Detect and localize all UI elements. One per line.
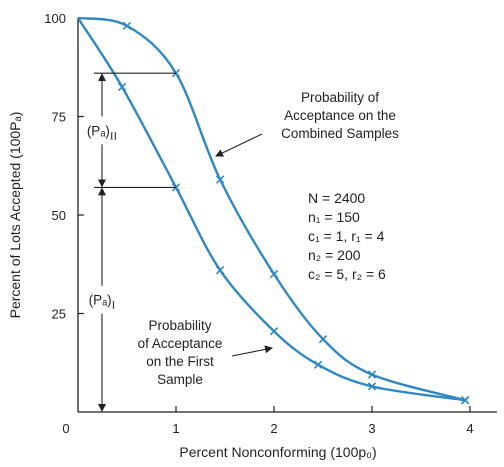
combined-pointer-arrow	[215, 133, 263, 157]
y-axis-label: Percent of Lots Accepted (100Pₐ)	[7, 112, 23, 319]
marker-combined	[215, 175, 225, 184]
pa-ii-label: (Pₐ)II	[87, 123, 118, 142]
marker-combined	[318, 334, 328, 344]
param-lot-size: N = 2400	[308, 190, 365, 206]
combined-samples-label: Probability of Acceptance on the Combine…	[215, 90, 399, 157]
first-label-line-3: on the First	[146, 354, 214, 369]
combined-label-line-1: Probability of	[301, 90, 379, 105]
first-label-line-2: of Acceptance	[138, 336, 223, 351]
param-n2: n₂ = 200	[308, 247, 361, 263]
first-pointer-arrow	[231, 345, 273, 357]
marker-first	[313, 360, 323, 369]
pa-i-label: (Pₐ)I	[89, 293, 116, 312]
param-c2-r2: c₂ = 5, r₂ = 6	[308, 266, 386, 282]
axis-ticks: 1 2 3 4 0 25 50 75 100	[44, 11, 473, 436]
marker-combined	[367, 370, 377, 379]
pa-brackets: (Pₐ)II (Pₐ)I	[87, 72, 176, 412]
first-sample-label: Probability of Acceptance on the First S…	[138, 318, 273, 387]
marker-first	[367, 382, 377, 391]
x-tick-label: 1	[172, 421, 179, 436]
x-axis-label: Percent Nonconforming (100p₀)	[179, 444, 376, 460]
marker-combined	[269, 269, 279, 279]
curve-first	[76, 17, 466, 402]
x-tick-label: 4	[466, 421, 473, 436]
marker-first	[117, 82, 127, 92]
param-c1-r1: c₁ = 1, r₁ = 4	[308, 228, 385, 244]
plot-frame	[77, 18, 497, 413]
x-tick-label: 0	[62, 421, 69, 436]
marker-first	[215, 265, 225, 275]
x-tick-label: 3	[368, 421, 375, 436]
marker-combined	[122, 21, 132, 31]
y-tick-label: 100	[44, 11, 66, 26]
marker-first	[269, 327, 279, 336]
y-tick-label: 25	[52, 307, 66, 322]
x-tick-label: 2	[270, 421, 277, 436]
param-n1: n₁ = 150	[308, 209, 360, 225]
combined-label-line-3: Combined Samples	[281, 126, 399, 141]
marker-first	[460, 396, 470, 405]
curves	[76, 16, 470, 405]
y-tick-label: 50	[52, 208, 66, 223]
first-label-line-1: Probability	[148, 318, 211, 333]
y-tick-label: 75	[52, 110, 66, 125]
plan-parameters: N = 2400 n₁ = 150 c₁ = 1, r₁ = 4 n₂ = 20…	[308, 190, 386, 282]
first-label-line-4: Sample	[157, 372, 203, 387]
curve-combined	[77, 16, 466, 402]
combined-label-line-2: Acceptance on the	[284, 108, 396, 123]
